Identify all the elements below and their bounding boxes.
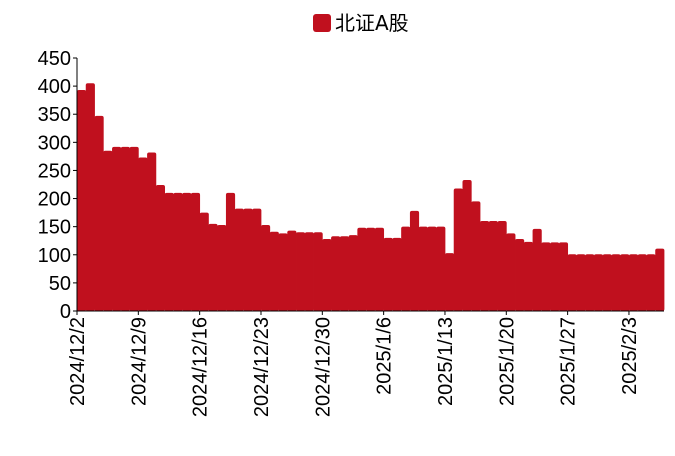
bar [147,152,157,311]
bar [173,192,183,311]
bar [593,254,604,311]
x-tick-label: 2024/12/9 [128,317,150,406]
bar [304,232,314,311]
bar [112,146,122,311]
bar [85,83,95,311]
bar [602,254,612,311]
bar [383,237,393,311]
y-tick-label: 300 [38,132,71,154]
bar [401,226,411,311]
bar [164,192,174,311]
legend-label: 北证A股 [335,11,409,35]
bar [558,242,569,311]
bar [129,146,139,311]
bar [225,192,236,311]
x-tick-label: 2025/1/6 [374,317,396,395]
bar [550,242,560,311]
bar [243,208,253,311]
y-tick-label: 50 [49,273,71,295]
bar [208,223,218,311]
bar [77,90,87,311]
bar [576,254,586,311]
bar [418,226,428,311]
bar [427,226,437,311]
bar [278,233,288,311]
bar [523,241,533,311]
x-tick-label: 2024/12/23 [251,317,273,417]
x-tick-label: 2024/12/30 [312,317,334,417]
bar [409,210,420,311]
bar [357,227,367,311]
bar [471,201,481,311]
bar [296,232,306,311]
bar [94,115,104,311]
y-tick-label: 0 [60,301,71,323]
bar [515,239,525,311]
bar [374,227,385,311]
bar [541,242,551,311]
x-tick-label: 2024/12/2 [67,317,89,406]
bar [480,221,490,311]
legend-swatch [313,14,331,32]
bar [120,146,130,311]
bar [260,224,271,311]
bar [138,157,148,311]
bar [585,254,595,311]
legend: 北证A股 [313,11,409,35]
bar [444,253,455,311]
bar [462,180,472,311]
bar [103,150,113,311]
bar [532,228,542,311]
bar [655,248,665,311]
y-tick-label: 350 [38,104,71,126]
bar [252,208,262,311]
x-tick-label: 2025/2/3 [619,317,641,395]
bar [567,254,577,311]
y-axis: 0 50 100 150 200 250 300 350 400 450 [38,48,78,323]
bar [182,192,192,311]
x-tick-label: 2024/12/16 [190,317,212,417]
y-tick-label: 250 [38,160,71,182]
bars [77,83,665,311]
bar [628,254,639,311]
bar [497,221,507,311]
bar [453,188,463,311]
x-axis: 2024/12/2 2024/12/9 2024/12/16 2024/12/23 20… [67,310,664,417]
bar [637,254,647,311]
x-tick-label: 2025/1/20 [496,317,518,406]
bar [620,254,630,311]
bar [506,233,516,311]
y-tick-label: 450 [38,48,71,70]
bar [392,237,402,311]
bar [217,224,227,311]
bar [339,236,349,311]
bar [331,236,341,311]
y-tick-label: 100 [38,245,71,267]
bar [313,232,323,311]
y-tick-label: 150 [38,217,71,239]
bar [269,231,279,311]
bar [190,192,201,311]
bar [488,221,498,311]
y-tick-label: 200 [38,189,71,211]
bar [436,226,446,311]
x-tick-label: 2025/1/27 [558,317,580,406]
bar [155,185,166,311]
bar [348,235,358,311]
bar [366,227,376,311]
y-tick-label: 400 [38,76,71,98]
bar [199,212,209,311]
bar [234,208,244,311]
bar [611,254,621,311]
x-tick-label: 2025/1/13 [435,317,457,406]
bar [287,230,297,311]
bar [322,239,332,311]
bar [646,254,656,311]
